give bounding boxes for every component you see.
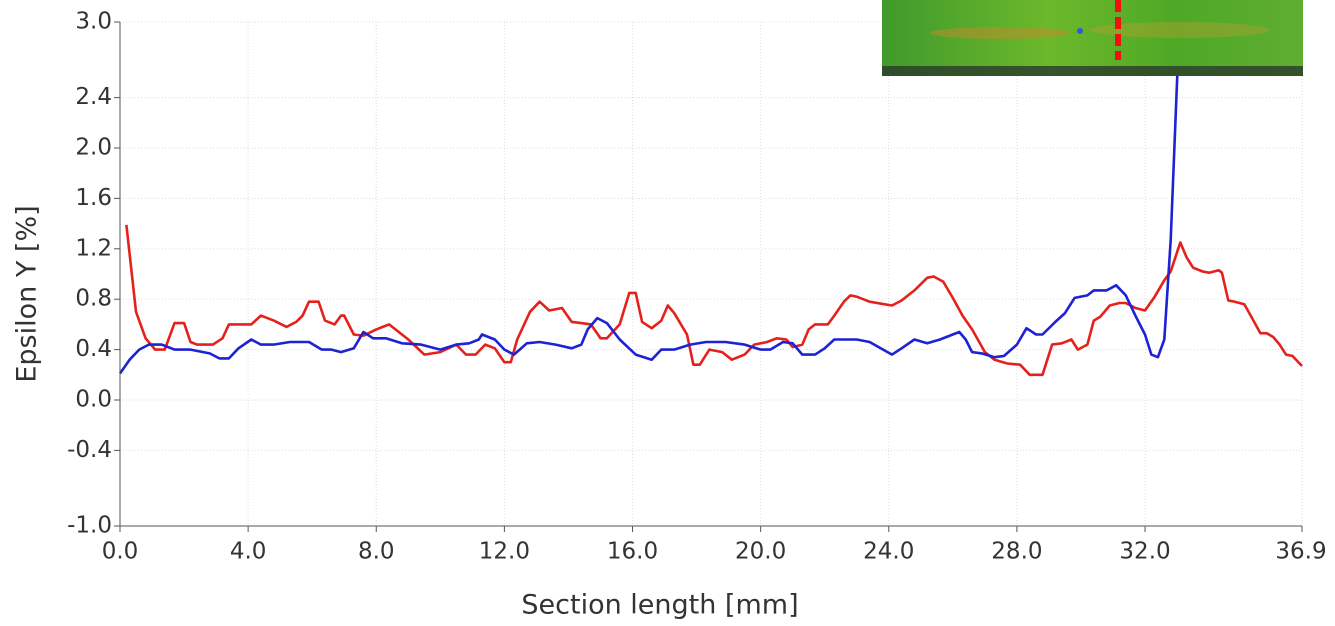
y-tick-label: -0.4 xyxy=(67,437,112,463)
x-tick-label: 20.0 xyxy=(735,539,786,565)
x-tick-label: 8.0 xyxy=(358,539,395,565)
x-tick-label: 32.0 xyxy=(1119,539,1170,565)
data-line xyxy=(118,21,1182,375)
y-tick-label: 0.8 xyxy=(75,286,112,312)
x-axis-label: Section length [mm] xyxy=(521,590,798,621)
y-tick-label: 1.2 xyxy=(75,235,112,261)
y-tick-label: 3.0 xyxy=(75,9,112,35)
inset-image xyxy=(882,0,1303,76)
y-tick-label: 0.4 xyxy=(75,336,112,362)
y-axis-label: Epsilon Y [%] xyxy=(12,205,43,382)
x-tick-label: 4.0 xyxy=(230,539,267,565)
x-tick-label: 36.9 xyxy=(1275,539,1326,565)
x-tick-label: 28.0 xyxy=(991,539,1042,565)
x-tick-label: 0.0 xyxy=(102,539,139,565)
y-tick-label: 2.0 xyxy=(75,135,112,161)
data-line xyxy=(125,224,1303,377)
y-tick-label: 2.4 xyxy=(75,84,112,110)
x-tick-label: 16.0 xyxy=(607,539,658,565)
x-tick-label: 24.0 xyxy=(863,539,914,565)
grid xyxy=(119,21,1303,527)
y-tick-label: -1.0 xyxy=(67,513,112,539)
axes: 3.02.42.01.61.20.80.40.0-0.4-1.00.0 4.0 8.… xyxy=(67,9,1327,565)
plot xyxy=(118,21,1303,377)
x-tick-label: 12.0 xyxy=(479,539,530,565)
y-tick-label: 1.6 xyxy=(75,185,112,211)
y-tick-label: 0.0 xyxy=(75,387,112,413)
